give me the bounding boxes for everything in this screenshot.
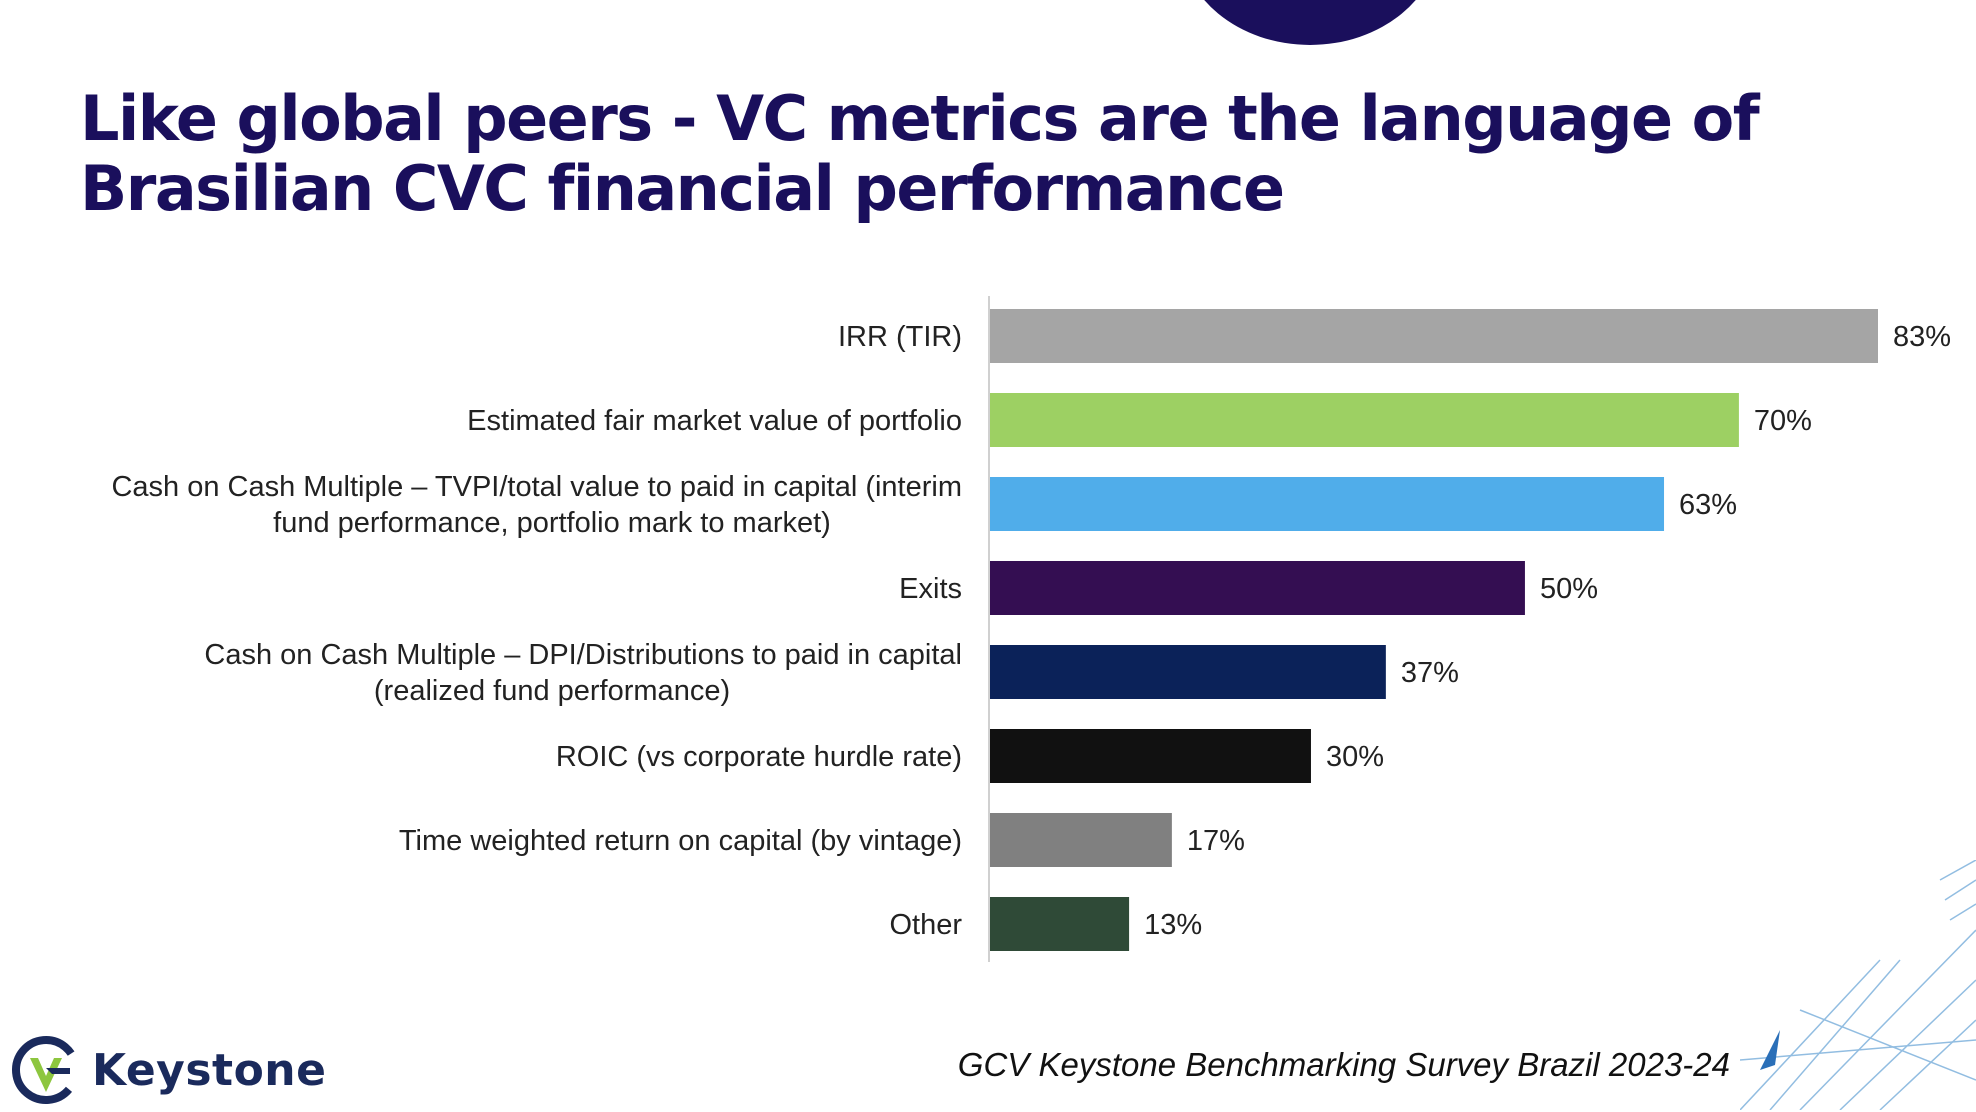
bar-chart: 83% IRR (TIR) 70% Estimated fair market val…: [111, 296, 1951, 962]
value-label: 37%: [1401, 657, 1459, 689]
decorative-lines: [1740, 860, 1976, 1110]
bar: [990, 561, 1525, 615]
bar: [990, 645, 1386, 699]
category-label: Estimated fair market value of portfolio: [467, 405, 962, 437]
bar: [990, 393, 1739, 447]
category-label: IRR (TIR): [838, 321, 962, 353]
bar: [990, 897, 1130, 951]
category-label: Cash on Cash Multiple – TVPI/total value…: [111, 471, 962, 539]
category-label-line: Estimated fair market value of portfolio: [467, 405, 962, 437]
page-title: Like global peers - VC metrics are the l…: [80, 84, 1780, 224]
value-label: 17%: [1187, 825, 1245, 857]
bar: [990, 813, 1172, 867]
bar: [990, 729, 1311, 783]
logo-text: Keystone: [92, 1044, 327, 1096]
title-line-2: Brasilian CVC financial performance: [80, 152, 1285, 225]
category-label: Exits: [899, 573, 962, 605]
value-label: 13%: [1144, 909, 1202, 941]
category-label-line: Time weighted return on capital (by vint…: [399, 825, 962, 857]
category-label-line: Cash on Cash Multiple – DPI/Distribution…: [204, 639, 962, 671]
category-label-line: Cash on Cash Multiple – TVPI/total value…: [111, 471, 962, 503]
title-line-1: Like global peers - VC metrics are the l…: [80, 82, 1760, 155]
category-label: Time weighted return on capital (by vint…: [399, 825, 962, 857]
category-label: Other: [889, 909, 962, 941]
keystone-logo-icon: [12, 1036, 80, 1104]
category-label-line: (realized fund performance): [374, 675, 730, 707]
value-label: 70%: [1754, 405, 1812, 437]
value-label: 63%: [1679, 489, 1737, 521]
keystone-logo: Keystone: [10, 1030, 326, 1110]
category-label-line: IRR (TIR): [838, 321, 962, 353]
bar: [990, 477, 1665, 531]
category-label-line: Exits: [899, 573, 962, 605]
category-label-line: ROIC (vs corporate hurdle rate): [556, 741, 962, 773]
category-label: Cash on Cash Multiple – DPI/Distribution…: [204, 639, 962, 707]
source-footer: GCV Keystone Benchmarking Survey Brazil …: [957, 1046, 1730, 1083]
category-label: ROIC (vs corporate hurdle rate): [556, 741, 962, 773]
value-label: 50%: [1540, 573, 1598, 605]
value-label: 30%: [1326, 741, 1384, 773]
bar: [990, 309, 1878, 363]
value-label: 83%: [1893, 321, 1951, 353]
category-label-line: fund performance, portfolio mark to mark…: [273, 507, 831, 539]
category-label-line: Other: [889, 909, 962, 941]
